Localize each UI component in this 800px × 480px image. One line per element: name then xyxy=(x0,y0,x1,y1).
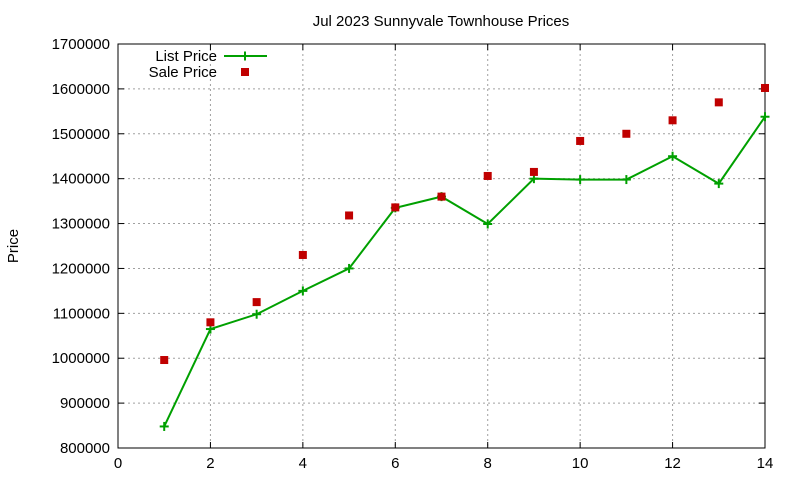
axis-ticks xyxy=(117,43,766,449)
sale-price-point xyxy=(761,83,769,92)
list-price-point xyxy=(483,219,493,229)
list-price-point xyxy=(159,421,169,431)
x-tick-label: 2 xyxy=(206,455,214,472)
series-sale-price xyxy=(160,83,769,365)
list-price-point xyxy=(575,175,585,185)
x-tick-labels: 0 2 4 6 8 10 12 14 xyxy=(114,455,774,472)
x-tick-label: 12 xyxy=(664,455,681,472)
sale-price-point xyxy=(622,129,631,138)
list-price-point xyxy=(668,151,678,161)
sale-price-point xyxy=(483,171,492,180)
list-price-point xyxy=(252,309,262,319)
y-tick-label: 1400000 xyxy=(52,171,110,188)
list-price-line xyxy=(163,116,766,427)
list-price-point xyxy=(298,286,308,296)
legend-label: Sale Price xyxy=(149,64,217,81)
y-tick-label: 1100000 xyxy=(53,305,110,322)
y-tick-label: 1200000 xyxy=(52,260,110,277)
x-tick-label: 10 xyxy=(572,455,589,472)
sale-price-point xyxy=(437,192,446,201)
x-tick-label: 4 xyxy=(299,455,307,472)
x-tick-label: 8 xyxy=(484,455,492,472)
series xyxy=(159,83,770,431)
x-tick-label: 0 xyxy=(114,455,122,472)
y-tick-label: 1600000 xyxy=(52,81,110,98)
y-axis-label: Price xyxy=(5,229,22,263)
list-price-point xyxy=(621,175,631,185)
y-tick-labels: 800000 900000 1000000 1100000 1200000 1300000… xyxy=(52,36,110,457)
plot-frame xyxy=(117,43,766,449)
grid xyxy=(118,44,765,448)
list-price-point xyxy=(714,179,724,189)
y-tick-label: 1300000 xyxy=(52,216,110,233)
sale-price-point xyxy=(206,318,215,327)
sale-price-point xyxy=(576,136,585,145)
sale-price-point xyxy=(160,356,169,365)
sale-price-point xyxy=(252,298,261,307)
y-tick-label: 1500000 xyxy=(52,126,110,143)
legend-swatch-plus xyxy=(240,51,250,61)
x-tick-label: 14 xyxy=(757,455,774,472)
sale-price-point xyxy=(668,116,677,125)
sale-price-point xyxy=(391,203,400,212)
y-tick-label: 1000000 xyxy=(52,350,110,367)
sale-price-point xyxy=(298,250,307,259)
y-tick-label: 800000 xyxy=(60,440,110,457)
list-price-point xyxy=(344,263,354,273)
sale-price-point xyxy=(345,211,354,220)
chart-title: Jul 2023 Sunnyvale Townhouse Prices xyxy=(313,13,570,30)
series-list-price xyxy=(159,112,770,431)
y-tick-label: 900000 xyxy=(60,395,110,412)
x-tick-label: 6 xyxy=(391,455,399,472)
sale-price-point xyxy=(529,167,538,176)
y-tick-label: 1700000 xyxy=(52,36,110,53)
legend-swatch-square xyxy=(241,68,249,76)
list-price-point xyxy=(760,112,770,122)
legend-label: List Price xyxy=(155,48,217,65)
sale-price-point xyxy=(714,98,723,107)
